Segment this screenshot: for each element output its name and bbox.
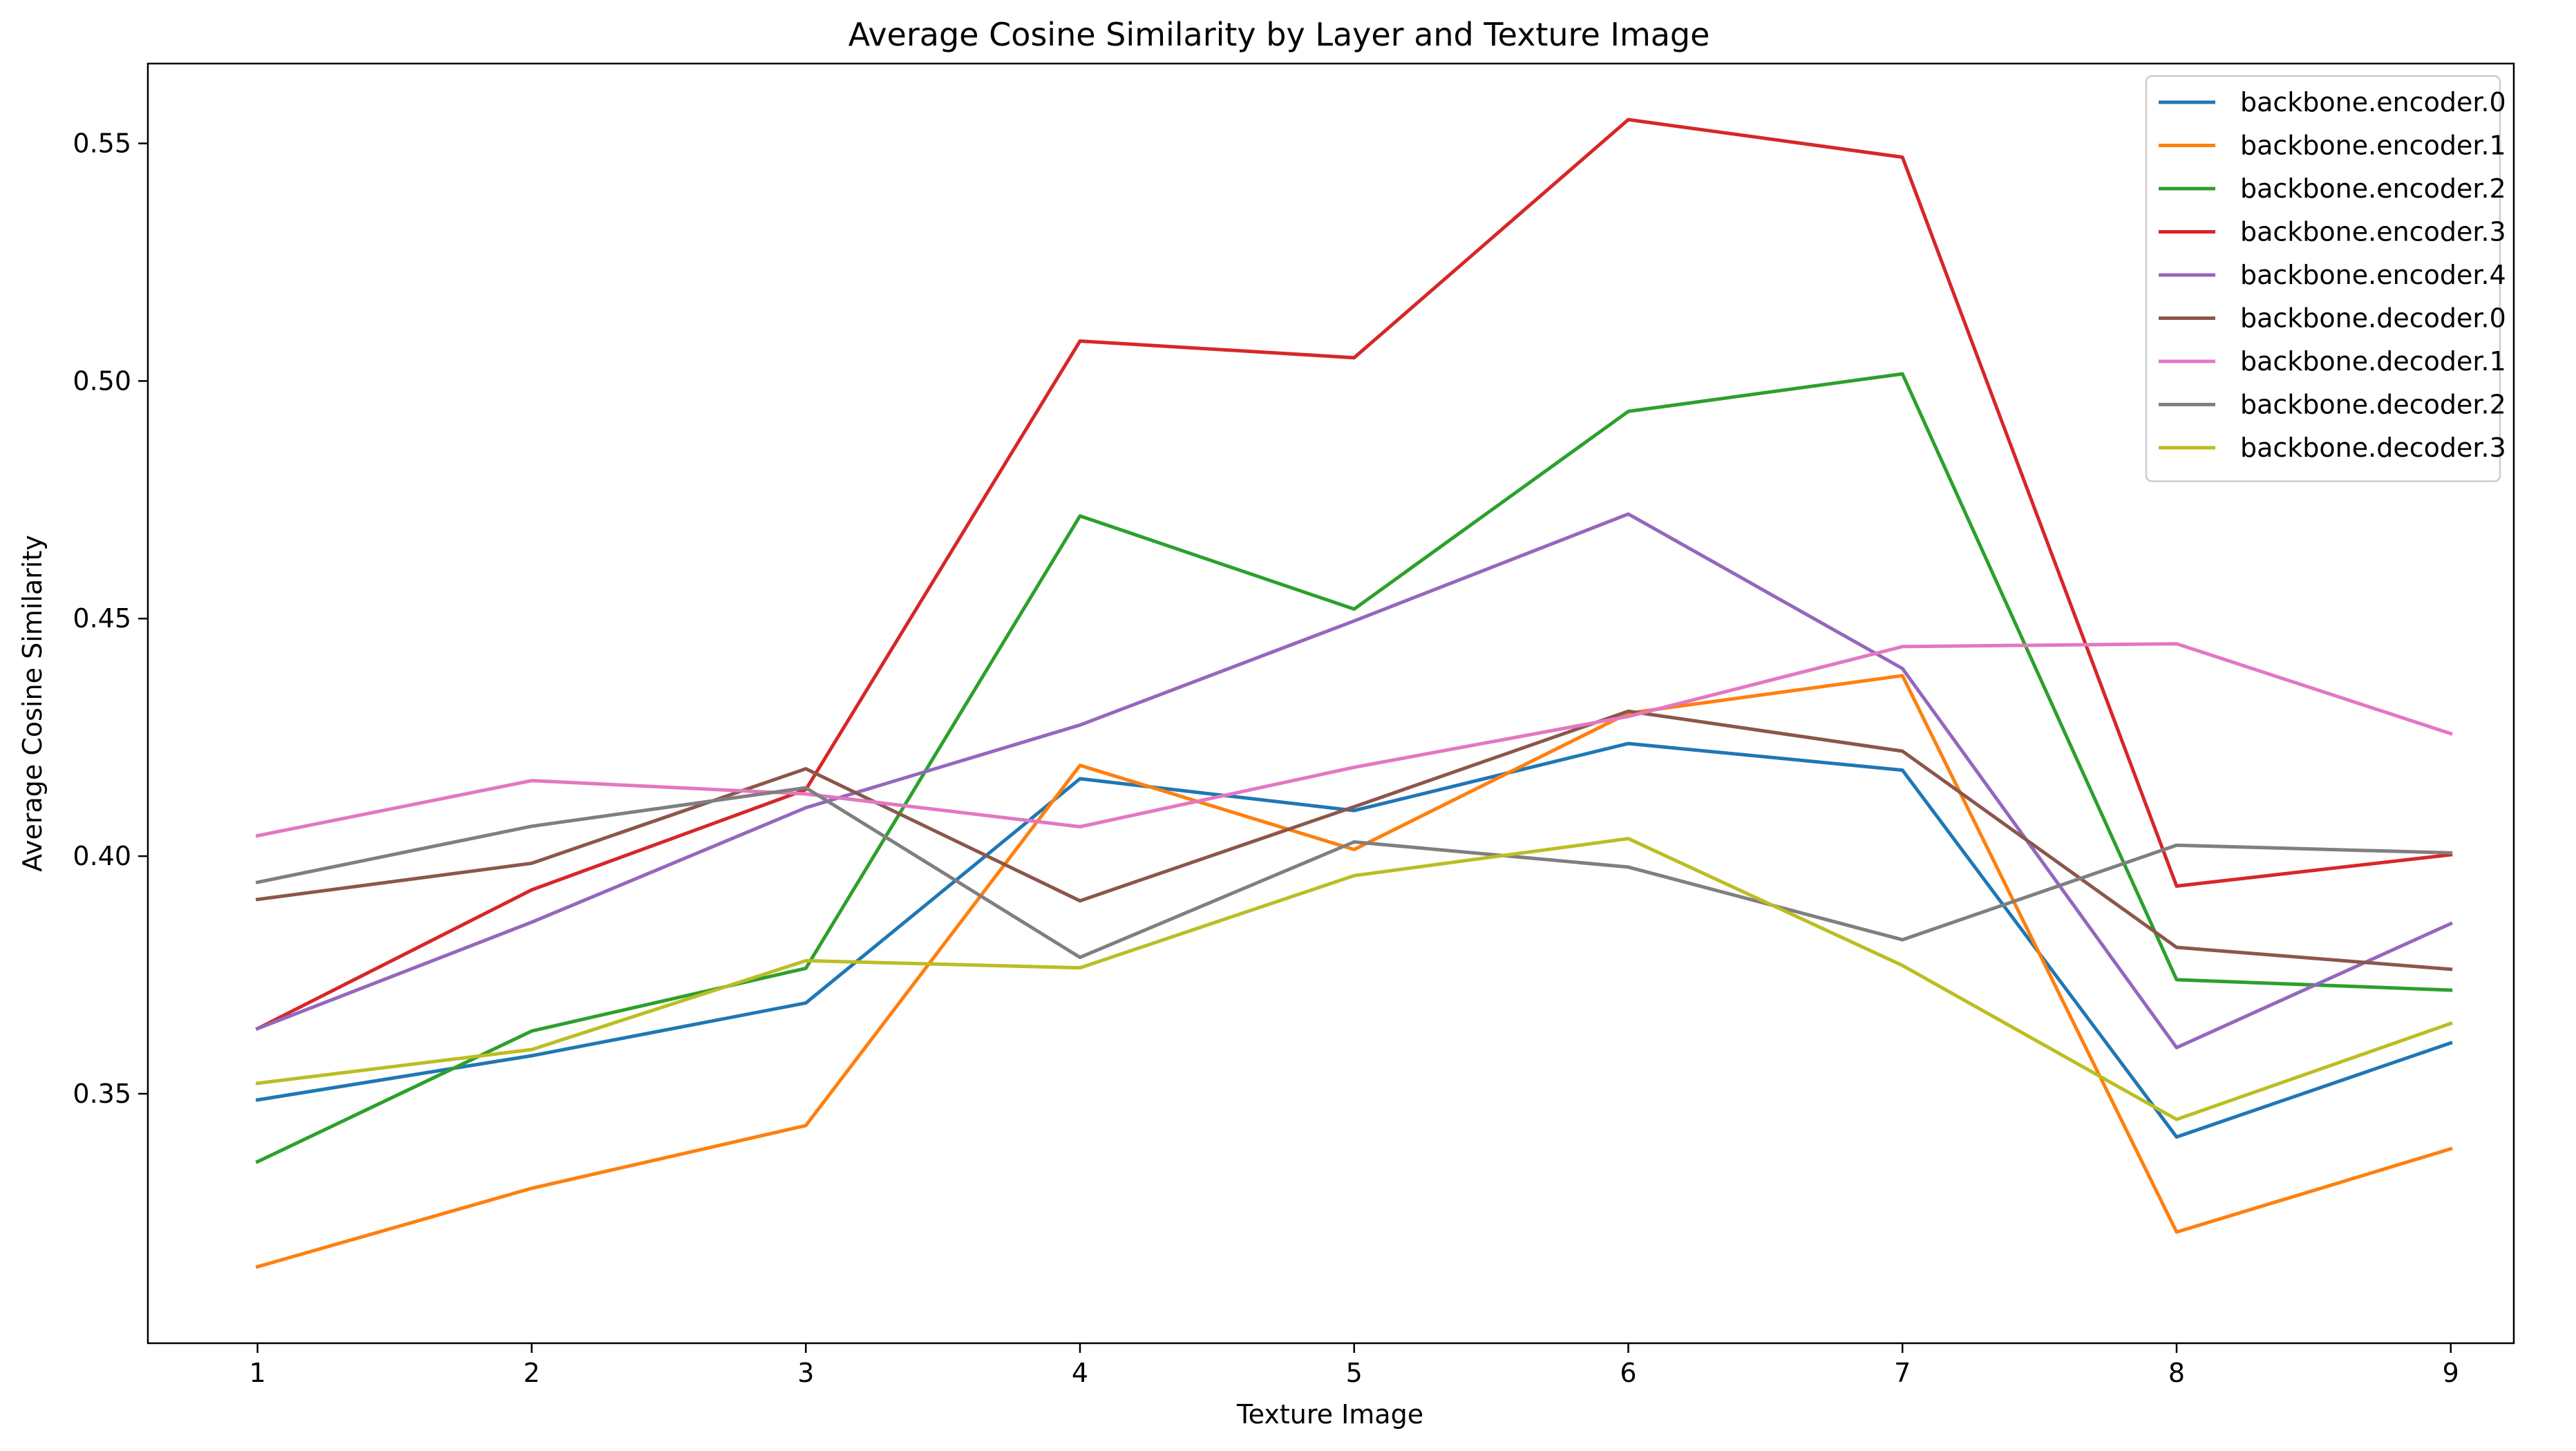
series-line-backbone-decoder-1 — [255, 642, 2453, 838]
x-tick-label: 6 — [1620, 1358, 1636, 1388]
y-axis: 0.35 0.40 0.45 0.50 0.55 — [73, 129, 148, 1109]
x-tick-label: 8 — [2168, 1358, 2185, 1388]
y-tick-label: 0.55 — [73, 129, 131, 159]
series-line-backbone-encoder-0 — [255, 741, 2453, 1139]
y-axis-title: Average Cosine Similarity — [17, 535, 48, 871]
y-tick-label: 0.45 — [73, 603, 131, 634]
legend-label: backbone.decoder.3 — [2240, 433, 2506, 463]
legend-label: backbone.decoder.2 — [2240, 390, 2506, 420]
x-tick-label: 4 — [1072, 1358, 1088, 1388]
series-line-backbone-encoder-3 — [255, 117, 2453, 1032]
x-axis-title: Texture Image — [1236, 1399, 1423, 1430]
series-line-backbone-decoder-2 — [255, 786, 2453, 960]
y-tick-label: 0.35 — [73, 1079, 131, 1109]
x-tick-label: 1 — [249, 1358, 266, 1388]
legend: backbone.encoder.0 backbone.encoder.1 back… — [2145, 75, 2506, 482]
legend-label: backbone.encoder.1 — [2240, 131, 2506, 161]
x-tick-label: 3 — [797, 1358, 814, 1388]
x-tick-label: 9 — [2443, 1358, 2459, 1388]
y-tick-label: 0.50 — [73, 366, 131, 396]
plot-area — [255, 117, 2454, 1269]
legend-label: backbone.encoder.4 — [2240, 260, 2506, 290]
x-axis: 1 2 3 4 5 6 7 8 9 — [249, 1343, 2459, 1388]
legend-label: backbone.encoder.3 — [2240, 217, 2506, 247]
series-line-backbone-encoder-1 — [255, 674, 2453, 1269]
legend-label: backbone.encoder.0 — [2240, 87, 2506, 117]
x-tick-label: 5 — [1346, 1358, 1363, 1388]
y-tick-label: 0.40 — [73, 841, 131, 871]
x-tick-label: 7 — [1894, 1358, 1911, 1388]
chart-title: Average Cosine Similarity by Layer and T… — [849, 16, 1710, 53]
legend-label: backbone.decoder.0 — [2240, 303, 2506, 334]
legend-label: backbone.decoder.1 — [2240, 346, 2506, 377]
legend-label: backbone.encoder.2 — [2240, 173, 2506, 204]
series-line-backbone-encoder-2 — [255, 372, 2453, 1164]
series-line-backbone-decoder-0 — [255, 709, 2453, 971]
legend-box — [2145, 75, 2501, 482]
series-line-backbone-encoder-4 — [255, 512, 2454, 1050]
series-line-backbone-decoder-3 — [255, 837, 2453, 1121]
x-tick-label: 2 — [523, 1358, 540, 1388]
plot-frame — [146, 62, 2515, 1345]
